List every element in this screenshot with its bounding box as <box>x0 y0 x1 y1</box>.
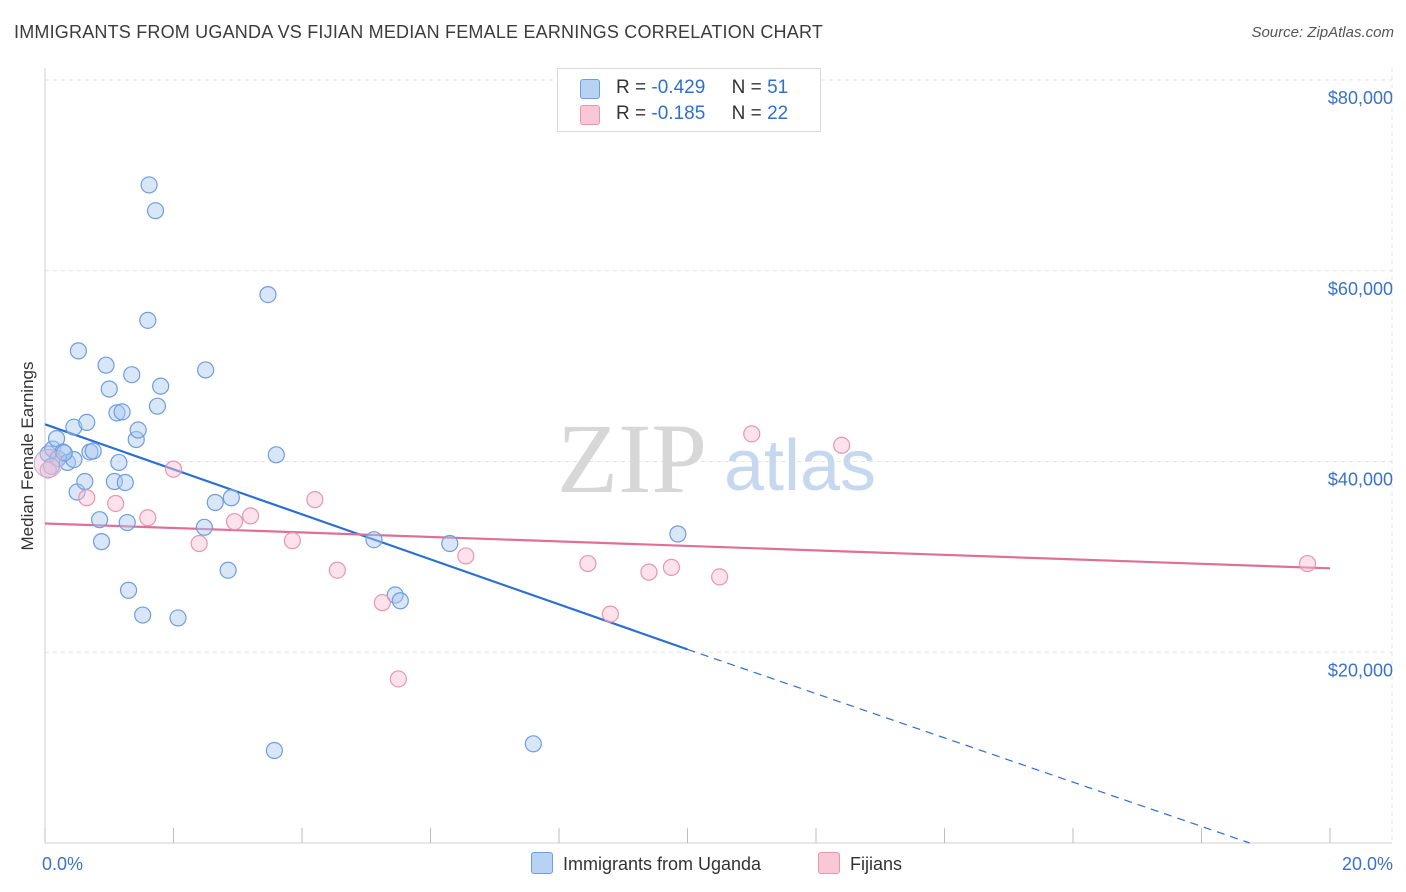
uganda-point <box>197 361 215 379</box>
uganda-point <box>265 741 283 760</box>
fijian-point <box>711 568 729 586</box>
fijian-point <box>225 512 244 531</box>
legend-item-fijians[interactable]: Fijians <box>818 852 902 875</box>
uganda-point <box>65 418 83 436</box>
fijian-point <box>39 461 57 479</box>
stats-swatch-fijians <box>580 105 600 125</box>
fijian-point <box>328 561 346 579</box>
uganda-point <box>108 404 126 422</box>
fijian-point <box>389 670 407 688</box>
y-tick-label: $20,000 <box>1328 660 1393 680</box>
fijian-point <box>457 547 475 565</box>
fijian-point <box>662 558 681 576</box>
uganda-point <box>97 356 115 374</box>
uganda-point <box>116 473 134 492</box>
stats-r-label: R = <box>616 77 647 98</box>
uganda-point <box>123 366 141 384</box>
uganda-point <box>76 472 94 491</box>
legend-label-uganda: Immigrants from Uganda <box>563 854 762 874</box>
fijian-point <box>743 425 761 443</box>
stats-r-value: -0.429 <box>651 77 706 98</box>
uganda-point <box>78 413 96 431</box>
fijian-point <box>373 594 391 612</box>
uganda-point <box>84 442 102 460</box>
stats-r-value: -0.185 <box>651 103 706 124</box>
data-points <box>33 176 1317 760</box>
watermark: ZIP atlas <box>557 403 876 514</box>
uganda-point <box>113 403 131 421</box>
fijian-point <box>139 509 157 527</box>
uganda-point <box>92 533 111 551</box>
uganda-point <box>222 489 240 507</box>
legend-swatch-fijians <box>818 852 840 874</box>
legend-item-uganda[interactable]: Immigrants from Uganda <box>531 852 761 875</box>
uganda-point <box>140 176 158 194</box>
uganda-point <box>669 525 687 543</box>
uganda-point <box>148 397 167 415</box>
legend-swatch-uganda <box>531 852 553 874</box>
uganda-point <box>118 513 136 532</box>
chart-title: IMMIGRANTS FROM UGANDA VS FIJIAN MEDIAN … <box>14 22 824 42</box>
uganda-point <box>441 534 459 553</box>
fijian-point <box>78 489 96 507</box>
x-tick-label: 0.0% <box>42 854 83 874</box>
fijian-point <box>833 436 851 454</box>
uganda-point <box>100 380 118 398</box>
y-tick-label: $60,000 <box>1328 279 1393 299</box>
uganda-point <box>69 342 88 360</box>
stats-box: R = -0.429 N = 51 R = -0.185 N = 22 <box>557 68 821 132</box>
stats-n-label: N = <box>731 77 762 98</box>
fijian-point <box>283 532 301 550</box>
fijian-point <box>164 460 183 478</box>
uganda-point <box>91 511 109 529</box>
uganda-point <box>169 609 187 627</box>
uganda-point <box>134 606 152 624</box>
uganda-point <box>219 561 237 579</box>
stats-swatch-uganda <box>580 79 600 99</box>
fijian-point <box>579 554 597 573</box>
uganda-point <box>119 581 138 599</box>
uganda-point <box>146 202 165 220</box>
uganda-point <box>391 592 409 610</box>
uganda-point <box>524 735 542 753</box>
fijian-point <box>242 507 260 525</box>
uganda-point <box>259 285 277 304</box>
fijian-point <box>107 494 125 513</box>
overlap-point <box>33 448 63 478</box>
stats-r-label: R = <box>616 103 647 124</box>
uganda-point <box>152 377 170 395</box>
y-tick-label: $80,000 <box>1328 88 1393 108</box>
y-axis-label: Median Female Earnings <box>18 361 37 551</box>
fijian-point <box>640 563 658 581</box>
grid-lines <box>45 68 1393 843</box>
uganda-point <box>206 493 224 512</box>
y-tick-label: $40,000 <box>1328 470 1393 490</box>
fijian-point <box>190 534 208 553</box>
y-tick-labels: $20,000 $40,000 $60,000 $80,000 <box>1328 88 1393 680</box>
uganda-point <box>110 453 128 472</box>
stats-n-value: 22 <box>767 103 789 124</box>
fijian-trend-line <box>44 522 1331 570</box>
uganda-point <box>129 421 147 439</box>
axes <box>44 68 1392 844</box>
stats-n-label: N = <box>731 103 762 124</box>
uganda-point <box>65 450 83 469</box>
uganda-point <box>195 518 213 536</box>
uganda-point <box>267 446 285 464</box>
legend-label-fijians: Fijians <box>850 854 903 874</box>
source-label: Source: ZipAtlas.com <box>1251 24 1394 41</box>
fijian-point <box>601 605 620 623</box>
watermark-atlas: atlas <box>724 426 876 506</box>
uganda-point <box>365 531 383 549</box>
fijian-point <box>306 491 324 509</box>
x-tick-labels: 0.0% 20.0% <box>42 854 1393 874</box>
fijian-point <box>1298 554 1317 573</box>
uganda-point <box>139 311 157 329</box>
watermark-zip: ZIP <box>557 403 707 514</box>
x-tick-label: 20.0% <box>1342 854 1393 874</box>
stats-n-value: 51 <box>767 77 789 98</box>
uganda-trend-extension <box>687 648 1250 844</box>
